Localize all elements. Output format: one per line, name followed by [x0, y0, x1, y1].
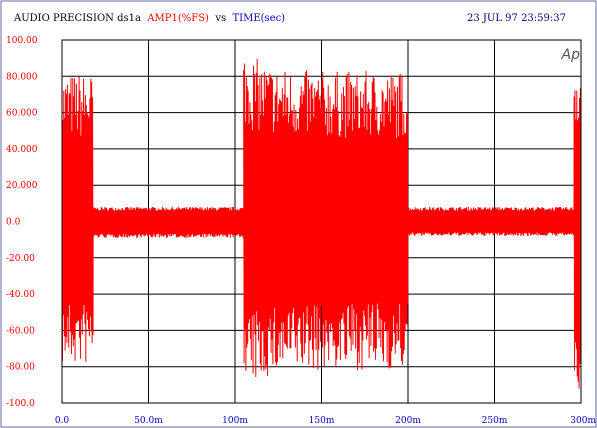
y-tick-label: -40.00: [6, 290, 35, 300]
y-tick-label: 80.000: [6, 72, 38, 82]
vs-label: vs: [215, 13, 227, 24]
y-tick-label: 60.000: [6, 109, 38, 119]
y-tick-label: 40.000: [6, 145, 38, 155]
x-tick-label: 150m: [309, 416, 335, 426]
trace-line: [61, 59, 582, 389]
x-quantity: TIME(sec): [232, 13, 286, 24]
x-tick-label: 200m: [395, 416, 421, 426]
y-tick-label: -20.00: [6, 254, 35, 264]
y-tick-label: 100.00: [6, 36, 38, 46]
x-tick-label: 250m: [482, 416, 508, 426]
x-tick-label: 0.0: [55, 416, 70, 426]
y-tick-label: 20.000: [6, 181, 38, 191]
y-tick-label: -60.00: [6, 326, 35, 336]
x-tick-label: 50.0m: [134, 416, 163, 426]
y-tick-labels: 100.00 80.000 60.000 40.000 20.000 0.0 -20.00 -…: [6, 36, 38, 409]
x-tick-label: 300m: [570, 416, 596, 426]
plot-area-border: [61, 39, 582, 404]
y-quantity: AMP1(%FS): [147, 13, 209, 24]
plot-header-title: AUDIO PRECISION ds1a AMP1(%FS) vs TIME(s…: [14, 13, 285, 24]
ap-logo: Ap: [561, 47, 581, 63]
file-name: ds1a: [117, 13, 141, 24]
y-tick-label: 0.0: [6, 218, 21, 228]
trace-amp1: [61, 59, 582, 389]
y-tick-label: -80.00: [6, 363, 35, 373]
x-tick-labels: 0.0 50.0m 100m 150m 200m 250m 300m: [55, 416, 597, 426]
timestamp: 23 JUL 97 23:59:37: [467, 13, 566, 24]
x-tick-label: 100m: [222, 416, 248, 426]
y-tick-label: -100.0: [6, 399, 35, 409]
instrument-name: AUDIO PRECISION: [14, 13, 114, 24]
